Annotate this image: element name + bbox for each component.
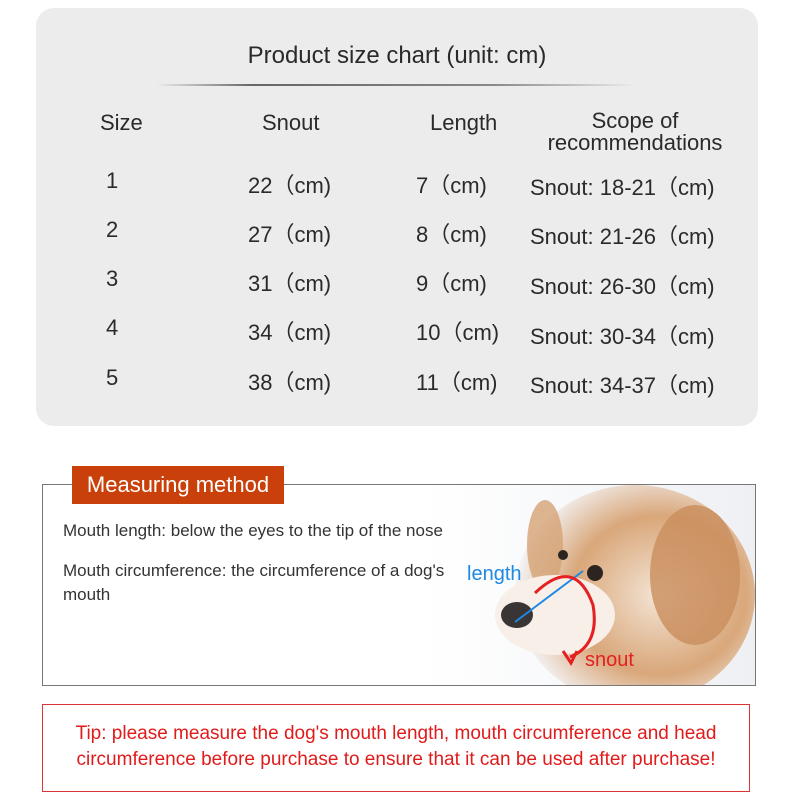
cell-snout: 34（cm) <box>248 320 332 345</box>
length-label: length <box>467 563 522 585</box>
cell-snout: 22（cm) <box>248 173 332 198</box>
measuring-method-badge: Measuring method <box>72 466 284 504</box>
size-chart-title: Product size chart (unit: cm) <box>247 42 547 69</box>
cell-size: 4 <box>106 315 119 340</box>
cell-size: 1 <box>106 168 119 193</box>
cell-size: 3 <box>106 266 119 291</box>
cell-length: 11（cm) <box>416 370 498 395</box>
header-scope: Scope of recommendations <box>547 108 723 155</box>
header-length: Length <box>430 110 498 135</box>
cell-length: 7（cm) <box>416 173 487 198</box>
mouth-circumference-text: Mouth circumference: the circumference o… <box>63 561 445 604</box>
header-size: Size <box>100 110 143 135</box>
cell-snout: 38（cm) <box>248 370 332 395</box>
cell-scope: Snout: 21-26（cm) <box>530 224 715 249</box>
cell-scope: Snout: 18-21（cm) <box>530 175 715 200</box>
tip-box: Tip: please measure the dog's mouth leng… <box>42 704 750 792</box>
cell-scope: Snout: 34-37（cm) <box>530 373 715 398</box>
mouth-length-text: Mouth length: below the eyes to the tip … <box>63 521 443 540</box>
cell-size: 5 <box>106 365 119 390</box>
cell-length: 8（cm) <box>416 222 487 247</box>
cell-snout: 31（cm) <box>248 271 332 296</box>
measuring-method-panel: Mouth length: below the eyes to the tip … <box>42 484 756 686</box>
size-chart-card: Product size chart (unit: cm) Size Snout… <box>36 8 758 426</box>
dog-photo <box>425 485 755 685</box>
cell-snout: 27（cm) <box>248 222 332 247</box>
cell-scope: Snout: 26-30（cm) <box>530 274 715 299</box>
cell-scope: Snout: 30-34（cm) <box>530 324 715 349</box>
header-snout: Snout <box>262 110 320 135</box>
title-divider <box>156 84 636 86</box>
cell-length: 10（cm) <box>416 320 500 345</box>
cell-size: 2 <box>106 217 119 242</box>
snout-label: snout <box>585 649 634 671</box>
cell-length: 9（cm) <box>416 271 487 296</box>
